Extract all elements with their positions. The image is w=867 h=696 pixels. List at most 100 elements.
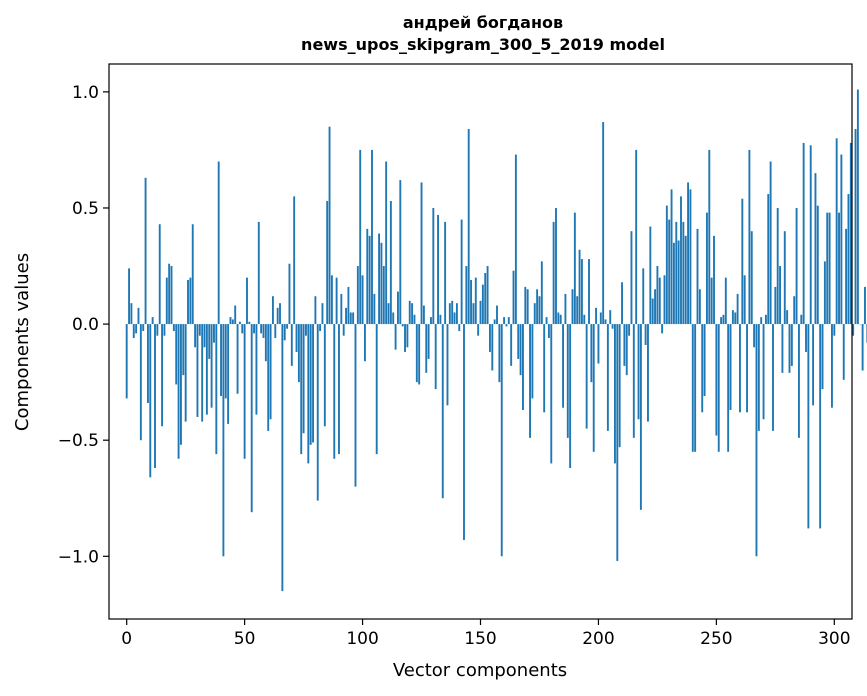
bar <box>547 324 550 339</box>
bar <box>680 196 682 325</box>
bar <box>519 324 522 376</box>
bar <box>260 324 263 334</box>
y-tick-label: 0.0 <box>72 315 99 335</box>
bar <box>632 324 635 438</box>
bar <box>793 296 796 325</box>
bar <box>389 201 392 325</box>
bar <box>215 324 218 455</box>
bar <box>373 293 376 325</box>
bar <box>689 189 692 325</box>
bar <box>701 324 704 413</box>
bar <box>253 324 256 334</box>
bar <box>484 273 487 325</box>
bar <box>227 324 230 424</box>
bar <box>356 266 359 325</box>
bar <box>338 324 340 455</box>
bar <box>647 324 649 422</box>
bar <box>217 161 220 325</box>
bar <box>368 235 371 325</box>
bar <box>132 324 135 339</box>
bar <box>691 324 694 452</box>
bar <box>422 305 425 325</box>
bar <box>425 324 428 373</box>
bar <box>472 303 475 325</box>
y-tick-label: 1.0 <box>72 83 99 103</box>
bar <box>588 259 590 325</box>
bar <box>637 324 640 420</box>
bar <box>831 324 833 408</box>
bar <box>415 324 418 383</box>
bar <box>540 261 543 325</box>
bar <box>852 324 855 336</box>
bar <box>654 289 656 325</box>
bar <box>498 324 501 383</box>
bar <box>408 300 411 325</box>
bar <box>566 324 569 438</box>
bar <box>512 270 515 325</box>
bar <box>639 324 642 510</box>
bar <box>154 324 156 469</box>
bar <box>828 212 831 325</box>
bar <box>606 324 609 431</box>
bar <box>451 300 454 325</box>
bar <box>840 154 843 325</box>
bar <box>658 277 661 325</box>
bar <box>288 263 291 325</box>
bar <box>797 324 800 438</box>
bar <box>406 324 409 348</box>
bar <box>267 324 270 431</box>
bar <box>845 228 848 325</box>
y-tick-label: −0.5 <box>58 431 99 451</box>
bar <box>618 324 621 448</box>
bar <box>399 180 402 325</box>
bar <box>682 221 685 325</box>
bar <box>359 149 362 325</box>
bar <box>432 207 435 325</box>
bar <box>161 324 164 427</box>
bar <box>786 310 789 325</box>
bar <box>293 196 296 325</box>
bar <box>330 275 333 325</box>
bar <box>241 324 244 334</box>
bar <box>354 324 357 487</box>
bar <box>522 324 524 410</box>
bar <box>458 324 461 332</box>
bar <box>550 324 553 464</box>
x-axis-label: Vector components <box>393 660 567 681</box>
x-tick-label: 200 <box>582 629 614 649</box>
bar <box>453 312 456 325</box>
bar <box>663 275 666 325</box>
bar <box>496 305 498 325</box>
bar <box>335 277 338 325</box>
bar <box>736 293 739 325</box>
bar <box>439 314 442 325</box>
bar <box>833 324 836 336</box>
bar <box>795 207 798 325</box>
bar <box>604 319 607 325</box>
bar <box>536 289 539 325</box>
bar <box>319 324 322 332</box>
bar <box>172 324 175 332</box>
bar <box>401 324 404 327</box>
bar <box>703 324 706 397</box>
bar <box>823 261 826 325</box>
bar <box>616 324 619 561</box>
bar <box>585 324 588 429</box>
bar <box>687 182 690 325</box>
bar <box>196 324 199 417</box>
bar <box>783 231 786 325</box>
bar <box>470 279 473 325</box>
bar <box>835 138 838 325</box>
y-axis-label: Components values <box>12 253 33 431</box>
bar <box>125 324 128 399</box>
bar <box>128 268 130 325</box>
bar <box>437 214 439 325</box>
bar <box>255 324 258 415</box>
bar <box>271 296 274 325</box>
bar <box>345 307 347 325</box>
bar <box>847 194 850 325</box>
bar <box>300 324 303 455</box>
bar <box>201 324 204 422</box>
x-tick-label: 50 <box>234 629 256 649</box>
bar <box>264 324 267 362</box>
